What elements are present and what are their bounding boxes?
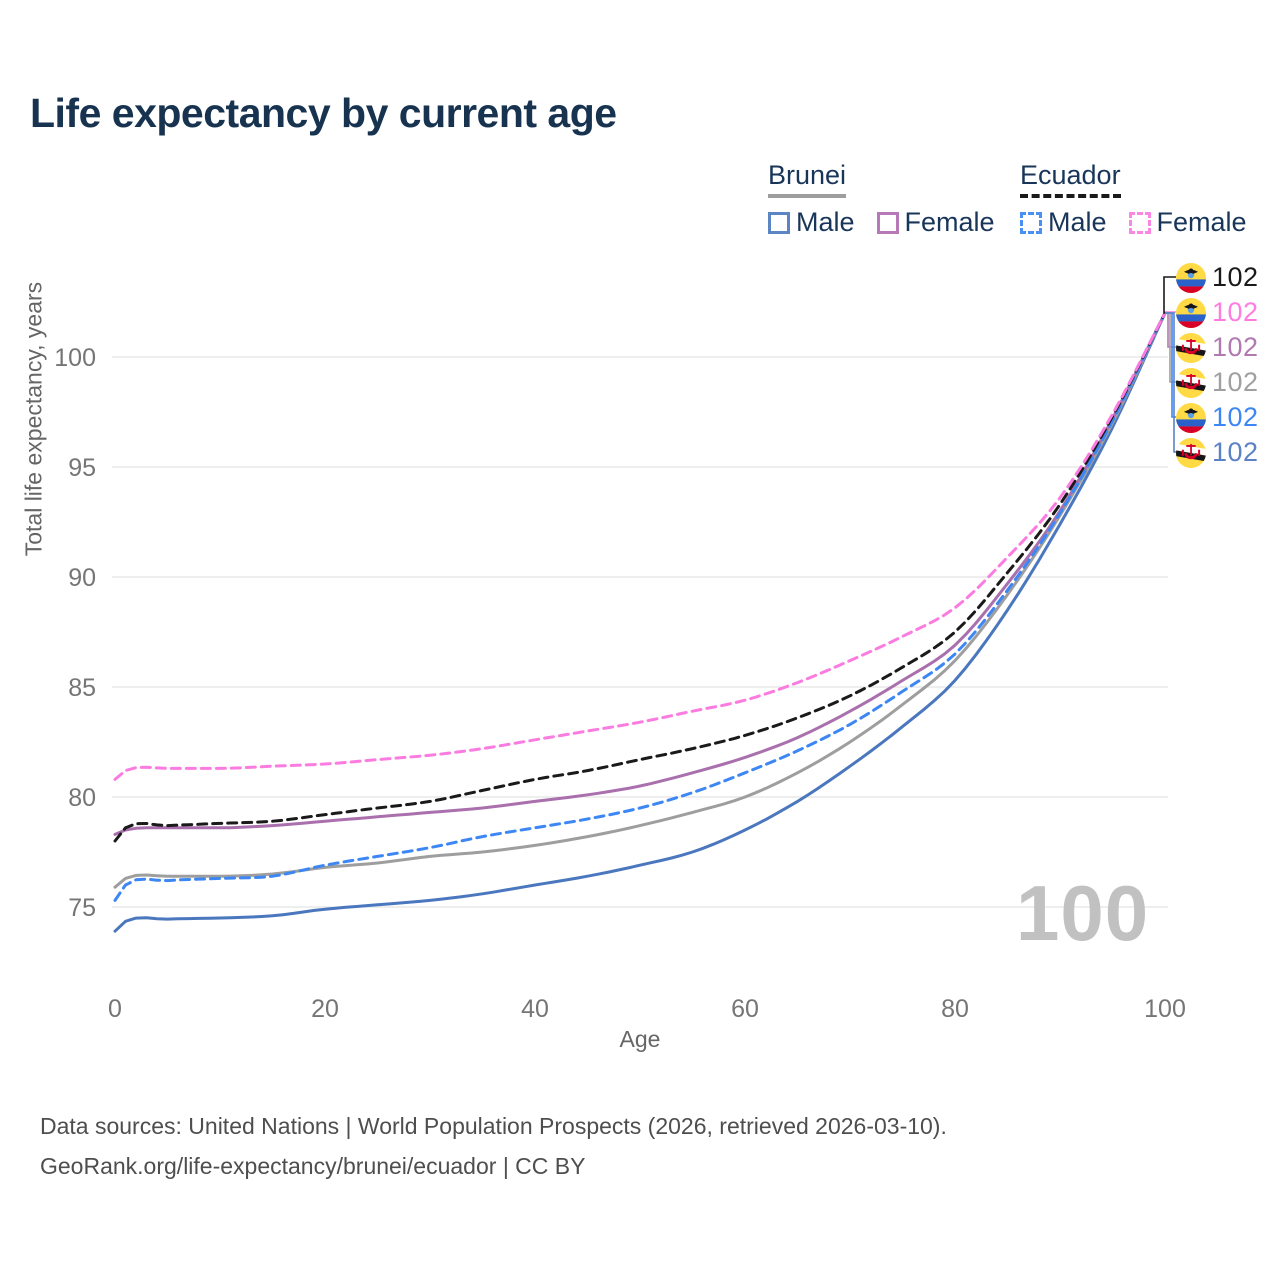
series-end-label-row[interactable]: 102	[1176, 330, 1259, 365]
brunei-flag-icon	[1176, 367, 1206, 398]
end-value-label: 102	[1212, 402, 1259, 432]
series-end-label-row[interactable]: 102	[1176, 295, 1259, 330]
brunei-female-swatch-icon	[876, 211, 899, 234]
x-tick-label: 40	[521, 995, 549, 1023]
data-sources-line: Data sources: United Nations | World Pop…	[40, 1113, 947, 1139]
brunei-male-swatch-icon	[768, 211, 790, 234]
x-tick-label: 20	[311, 995, 339, 1023]
legend-country-brunei[interactable]: Brunei	[768, 160, 847, 198]
legend-country-ecuador[interactable]: Ecuador	[1020, 160, 1121, 198]
end-value-label: 102	[1212, 367, 1259, 397]
legend-group-brunei: Brunei Male Female	[768, 160, 995, 238]
series-end-label-row[interactable]: 102	[1176, 260, 1259, 295]
leader-line	[1163, 276, 1176, 314]
series-end-label-row[interactable]: 102	[1176, 365, 1259, 400]
license-line: GeoRank.org/life-expectancy/brunei/ecuad…	[40, 1153, 586, 1179]
end-value-label: 102	[1212, 297, 1259, 327]
series-line-brunei-female[interactable]	[113, 311, 1167, 836]
end-value-label: 102	[1212, 437, 1259, 467]
y-tick-label: 90	[68, 564, 96, 592]
x-tick-label: 80	[941, 995, 969, 1023]
end-value-label: 102	[1212, 332, 1259, 362]
legend-item-ecuador-male[interactable]: Male	[1020, 207, 1107, 238]
age-watermark: 100	[1016, 869, 1150, 957]
leader-line	[1165, 312, 1176, 453]
ecuador-flag-icon	[1176, 262, 1206, 293]
ecuador-female-swatch-icon	[1128, 211, 1151, 234]
legend-item-brunei-male[interactable]: Male	[768, 207, 855, 238]
y-tick-label: 80	[68, 784, 96, 812]
attribution: Data sources: United Nations | World Pop…	[40, 1106, 947, 1186]
series-line-brunei-total[interactable]	[113, 311, 1167, 889]
page-title: Life expectancy by current age	[30, 90, 617, 136]
series-line-ecuador-total[interactable]	[113, 311, 1167, 843]
legend-item-ecuador-female[interactable]: Female	[1128, 207, 1247, 238]
series-end-labels: 102 102 102 102 102 102	[1176, 260, 1259, 470]
legend-item-brunei-female[interactable]: Female	[876, 207, 995, 238]
series-line-ecuador-female[interactable]	[113, 311, 1167, 781]
y-tick-label: 100	[54, 344, 96, 372]
ecuador-flag-icon	[1176, 402, 1206, 433]
x-tick-label: 100	[1144, 995, 1186, 1023]
x-axis-title: Age	[619, 1026, 661, 1052]
brunei-flag-icon	[1176, 437, 1206, 468]
series-line-brunei-male[interactable]	[113, 311, 1167, 933]
series-end-label-row[interactable]: 102	[1176, 435, 1259, 470]
series-line-ecuador-male[interactable]	[113, 311, 1167, 902]
y-tick-label: 85	[68, 674, 96, 702]
end-value-label: 102	[1212, 262, 1259, 292]
ecuador-male-swatch-icon	[1020, 211, 1042, 234]
y-axis-title: Total life expectancy, years	[20, 281, 47, 557]
y-tick-label: 75	[68, 894, 96, 922]
ecuador-flag-icon	[1176, 297, 1206, 328]
x-tick-label: 60	[731, 995, 759, 1023]
x-tick-label: 0	[108, 995, 122, 1023]
y-tick-label: 95	[68, 454, 96, 482]
series-end-label-row[interactable]: 102	[1176, 400, 1259, 435]
brunei-flag-icon	[1176, 332, 1206, 363]
legend-group-ecuador: Ecuador Male Female	[1020, 160, 1247, 238]
